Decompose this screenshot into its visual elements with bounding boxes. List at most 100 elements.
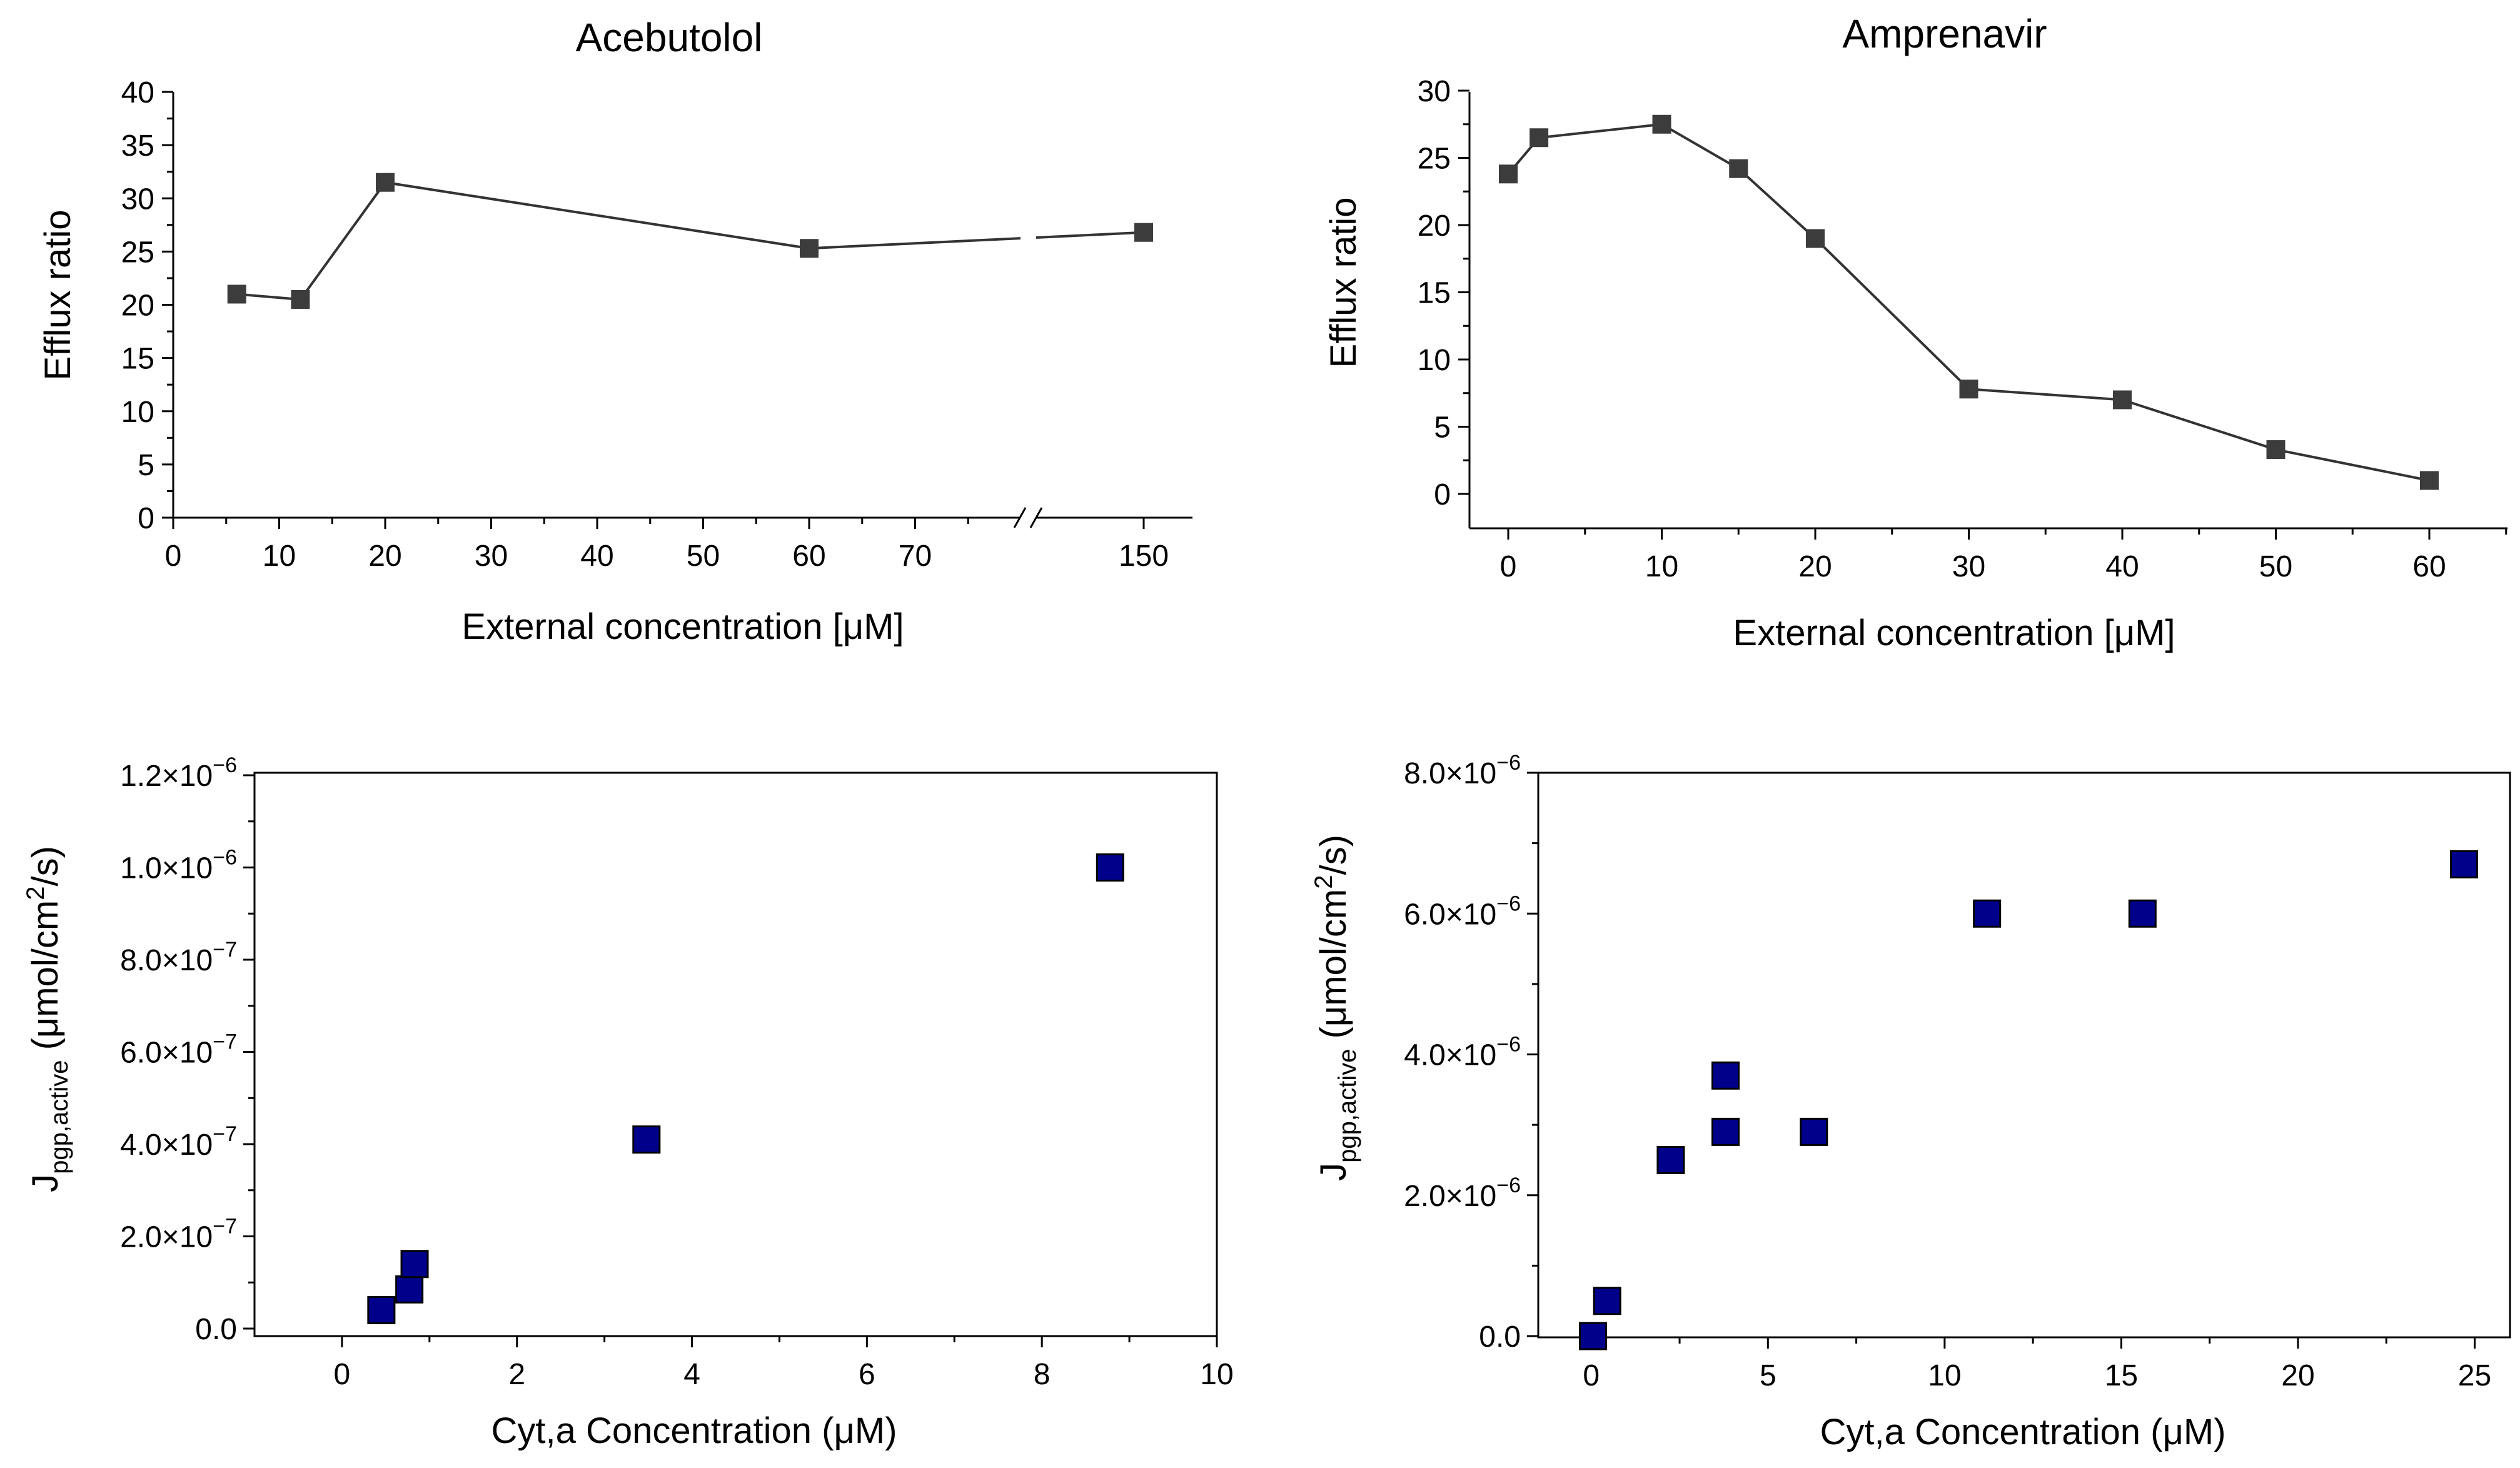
x-tick-label: 0 <box>334 1358 351 1391</box>
y-tick-label: 2.0×10−6 <box>1404 1174 1521 1213</box>
x-tick-label: 5 <box>1760 1359 1777 1392</box>
data-point <box>1806 229 1825 248</box>
panel-amprenavir-efflux: Amprenavir External concentration [μM] E… <box>1323 11 2507 653</box>
data-point <box>2420 471 2439 490</box>
axes-ticks: 0.0 2.0×10−6 4.0×10−6 6.0×10−6 8.0×10−6 0 5 10 1… <box>1404 751 2511 1392</box>
data-point <box>1729 159 1748 178</box>
data-point <box>1959 380 1978 399</box>
series-jpgp <box>367 853 1124 1324</box>
series-line <box>1507 123 2430 482</box>
y-tick-label: 0.0 <box>1479 1320 1521 1354</box>
y-tick-label: 8.0×10−6 <box>1404 751 1521 790</box>
data-point <box>291 289 310 309</box>
x-tick-label: 40 <box>580 540 613 573</box>
x-tick-label: 10 <box>1928 1359 1961 1392</box>
y-tick-label: 6.0×10−7 <box>120 1030 237 1070</box>
series-efflux-ratio <box>1499 114 2439 490</box>
data-point <box>1973 899 2002 928</box>
x-tick-label: 30 <box>1952 550 1985 583</box>
data-point <box>2450 850 2479 878</box>
x-tick-label: 25 <box>2458 1359 2491 1392</box>
x-tick-label: 60 <box>792 540 825 573</box>
axes-ticks: 0 5 10 15 20 25 30 0 10 20 30 40 50 60 <box>1418 75 2507 583</box>
x-tick-label: 10 <box>1645 550 1678 583</box>
series-line-segment <box>1036 231 1144 239</box>
axes-ticks: 0 5 10 15 20 25 30 35 40 0 10 20 30 40 50 60 70 150 <box>121 76 1192 573</box>
y-tick-label: 2.0×10−7 <box>120 1215 237 1254</box>
x-tick-label: 20 <box>1798 550 1832 583</box>
y-axis-label: Jpgp,active (μmol/cm2/s) <box>1310 835 1361 1181</box>
axis-break-mark <box>1029 507 1043 528</box>
chart-title: Amprenavir <box>1842 11 2047 56</box>
data-point <box>1593 1287 1621 1315</box>
series-line <box>236 181 810 301</box>
data-point <box>376 173 395 192</box>
y-tick-label: 4.0×10−7 <box>120 1122 237 1162</box>
y-tick-label: 6.0×10−6 <box>1404 892 1521 931</box>
y-tick-label: 15 <box>1418 277 1451 310</box>
y-tick-label: 25 <box>121 236 154 269</box>
x-tick-label: 50 <box>2259 550 2292 583</box>
series-jpgp <box>1579 850 2479 1350</box>
data-point <box>1711 1117 1740 1146</box>
data-point <box>400 1250 429 1279</box>
y-tick-label: 40 <box>121 76 154 109</box>
x-tick-label: 70 <box>899 540 932 573</box>
y-axis-label-units: (μmol/cm <box>25 900 66 1050</box>
x-tick-label: 150 <box>1119 540 1169 573</box>
y-tick-label: 0.0 <box>195 1313 237 1346</box>
data-point <box>1499 164 1518 184</box>
y-axis-label-main: J <box>1313 1163 1354 1181</box>
x-tick-label: 15 <box>2105 1359 2138 1392</box>
data-point <box>2266 440 2286 460</box>
y-axis-label-main: J <box>25 1174 66 1192</box>
x-tick-label: 8 <box>1034 1358 1051 1391</box>
series-efflux-ratio <box>227 173 1153 309</box>
y-tick-label: 1.2×10−6 <box>120 753 237 793</box>
x-axis-label: Cyt,a Concentration (μM) <box>491 1410 897 1451</box>
y-tick-label: 20 <box>121 289 154 323</box>
x-axis-label: Cyt,a Concentration (μM) <box>1820 1412 2225 1452</box>
data-point <box>1656 1145 1685 1174</box>
data-point <box>227 284 246 304</box>
data-point <box>1711 1061 1740 1090</box>
plot-frame <box>1537 772 2511 1339</box>
y-tick-label: 8.0×10−7 <box>120 938 237 977</box>
y-tick-label: 10 <box>1418 344 1451 377</box>
y-tick-label: 4.0×10−6 <box>1404 1033 1521 1072</box>
chart-title: Acebutolol <box>576 15 763 60</box>
data-point <box>1579 1322 1608 1350</box>
data-point <box>1530 128 1549 148</box>
y-axis-label-subscript: pgp,active <box>46 1060 73 1174</box>
x-tick-label: 20 <box>368 540 401 573</box>
panel-amprenavir-jpgp: Cyt,a Concentration (μM) Jpgp,active (μm… <box>1310 751 2511 1452</box>
y-tick-label: 5 <box>138 449 154 482</box>
y-axis-label-units-end: /s) <box>25 846 66 886</box>
x-tick-label: 6 <box>859 1358 875 1391</box>
x-tick-label: 50 <box>687 540 720 573</box>
y-tick-label: 15 <box>121 343 154 376</box>
y-axis-label-units: (μmol/cm <box>1313 889 1354 1039</box>
y-tick-label: 20 <box>1418 209 1451 243</box>
x-axis-label: External concentration [μM] <box>461 606 904 647</box>
x-tick-label: 40 <box>2105 550 2139 583</box>
x-tick-label: 0 <box>1583 1359 1600 1392</box>
y-axis-label-units-end: /s) <box>1313 835 1354 875</box>
axis-break-mark <box>1013 507 1027 528</box>
y-axis-label-units-sup: 2 <box>22 887 49 900</box>
y-tick-label: 10 <box>121 396 154 429</box>
x-tick-label: 30 <box>475 540 508 573</box>
data-point <box>800 239 819 258</box>
data-point <box>395 1275 424 1304</box>
y-axis-label-units-sup: 2 <box>1310 875 1338 889</box>
data-point <box>1800 1117 1828 1146</box>
y-tick-label: 5 <box>1434 411 1451 445</box>
y-tick-label: 30 <box>1418 75 1451 108</box>
data-point <box>2113 390 2132 410</box>
x-tick-label: 10 <box>1200 1358 1233 1391</box>
data-point <box>1134 223 1153 242</box>
y-tick-label: 35 <box>121 129 154 163</box>
plot-frame <box>253 772 1218 1337</box>
x-tick-label: 60 <box>2412 550 2446 583</box>
